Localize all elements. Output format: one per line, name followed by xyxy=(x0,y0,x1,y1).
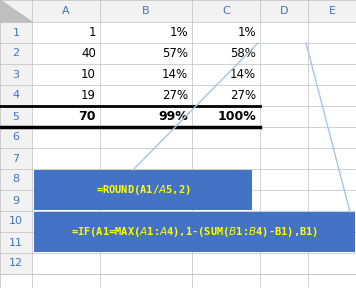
Text: 27%: 27% xyxy=(162,89,188,102)
Text: =ROUND(A1/$A$5,2): =ROUND(A1/$A$5,2) xyxy=(96,183,190,197)
Text: 19: 19 xyxy=(81,89,96,102)
Text: A: A xyxy=(62,6,70,16)
Text: 8: 8 xyxy=(12,175,20,185)
Text: =IF(A1=MAX($A$1:$A$4),1-(SUM($B$1:$B$4)-B1),B1): =IF(A1=MAX($A$1:$A$4),1-(SUM($B$1:$B$4)-… xyxy=(71,225,318,239)
Text: 99%: 99% xyxy=(158,110,188,123)
Bar xyxy=(34,170,252,210)
Bar xyxy=(0,0,356,22)
Bar xyxy=(0,106,32,127)
Text: 1: 1 xyxy=(12,27,20,37)
Text: 14%: 14% xyxy=(162,68,188,81)
Text: 1%: 1% xyxy=(169,26,188,39)
Text: 9: 9 xyxy=(12,196,20,206)
Text: 10: 10 xyxy=(9,217,23,226)
Text: 40: 40 xyxy=(81,47,96,60)
Text: 12: 12 xyxy=(9,259,23,268)
Text: 7: 7 xyxy=(12,154,20,164)
Bar xyxy=(0,211,32,232)
Text: 10: 10 xyxy=(81,68,96,81)
Text: E: E xyxy=(329,6,335,16)
Bar xyxy=(0,64,32,85)
Bar xyxy=(0,85,32,106)
Bar xyxy=(0,253,32,274)
Text: 100%: 100% xyxy=(217,110,256,123)
Text: 2: 2 xyxy=(12,48,20,58)
Text: 3: 3 xyxy=(12,69,20,79)
Text: 27%: 27% xyxy=(230,89,256,102)
Text: D: D xyxy=(280,6,288,16)
Text: 6: 6 xyxy=(12,132,20,143)
Bar xyxy=(0,148,32,169)
Bar xyxy=(0,127,32,148)
Text: 1%: 1% xyxy=(237,26,256,39)
Text: 1: 1 xyxy=(89,26,96,39)
Polygon shape xyxy=(0,0,32,22)
Text: B: B xyxy=(142,6,150,16)
Text: 58%: 58% xyxy=(230,47,256,60)
Text: 5: 5 xyxy=(12,111,20,122)
Text: 70: 70 xyxy=(79,110,96,123)
Text: 14%: 14% xyxy=(230,68,256,81)
Bar xyxy=(0,169,32,190)
Text: C: C xyxy=(222,6,230,16)
Bar xyxy=(0,232,32,253)
Text: 4: 4 xyxy=(12,90,20,101)
Bar xyxy=(0,190,32,211)
Bar xyxy=(0,22,32,43)
Bar xyxy=(34,212,355,252)
Bar xyxy=(0,43,32,64)
Text: 57%: 57% xyxy=(162,47,188,60)
Text: 11: 11 xyxy=(9,238,23,247)
